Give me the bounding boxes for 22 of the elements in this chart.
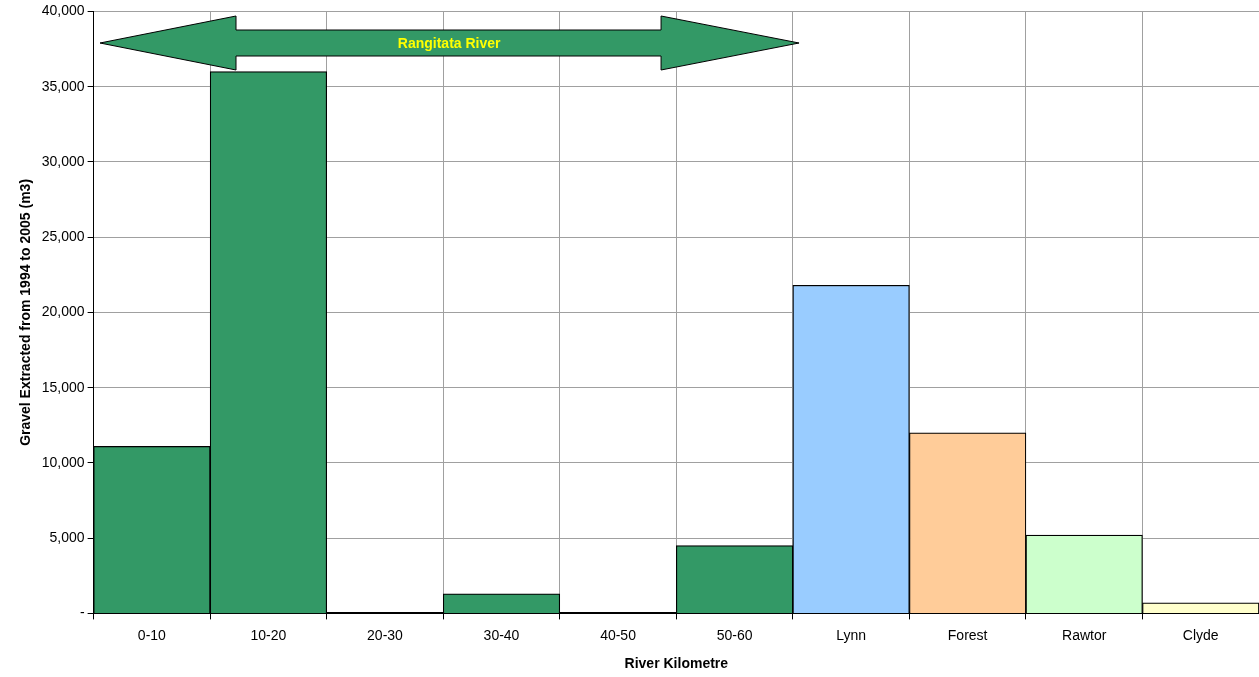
x-axis-title: River Kilometre [624,655,729,672]
annotation: Rangitata River [397,35,501,52]
y-tick-label: 15,000 [41,378,85,395]
y-tick-label: 35,000 [41,77,85,94]
y-axis-title: Gravel Extracted from 1994 to 2005 (m3) [17,178,34,446]
y-tick-label: 25,000 [41,228,85,245]
x-tick-label: Rawtor [1062,626,1107,643]
x-tick-label: 50-60 [716,626,753,643]
x-tick-label: Forest [947,626,988,643]
y-tick-label: 20,000 [41,303,85,320]
y-tick-label: 10,000 [41,453,85,470]
y-tick-label: 40,000 [41,2,85,19]
x-tick-label: 20-30 [367,626,404,643]
x-tick-label: 0-10 [137,626,167,643]
x-tick-label: Lynn [836,626,867,643]
x-tick-label: 10-20 [250,626,287,643]
x-tick-label: 30-40 [483,626,520,643]
y-tick-label: 30,000 [41,152,85,169]
y-tick-label: 5,000 [49,529,85,546]
y-tick-label: - [79,604,85,621]
x-tick-label: 40-50 [600,626,637,643]
x-tick-label: Clyde [1182,626,1219,643]
